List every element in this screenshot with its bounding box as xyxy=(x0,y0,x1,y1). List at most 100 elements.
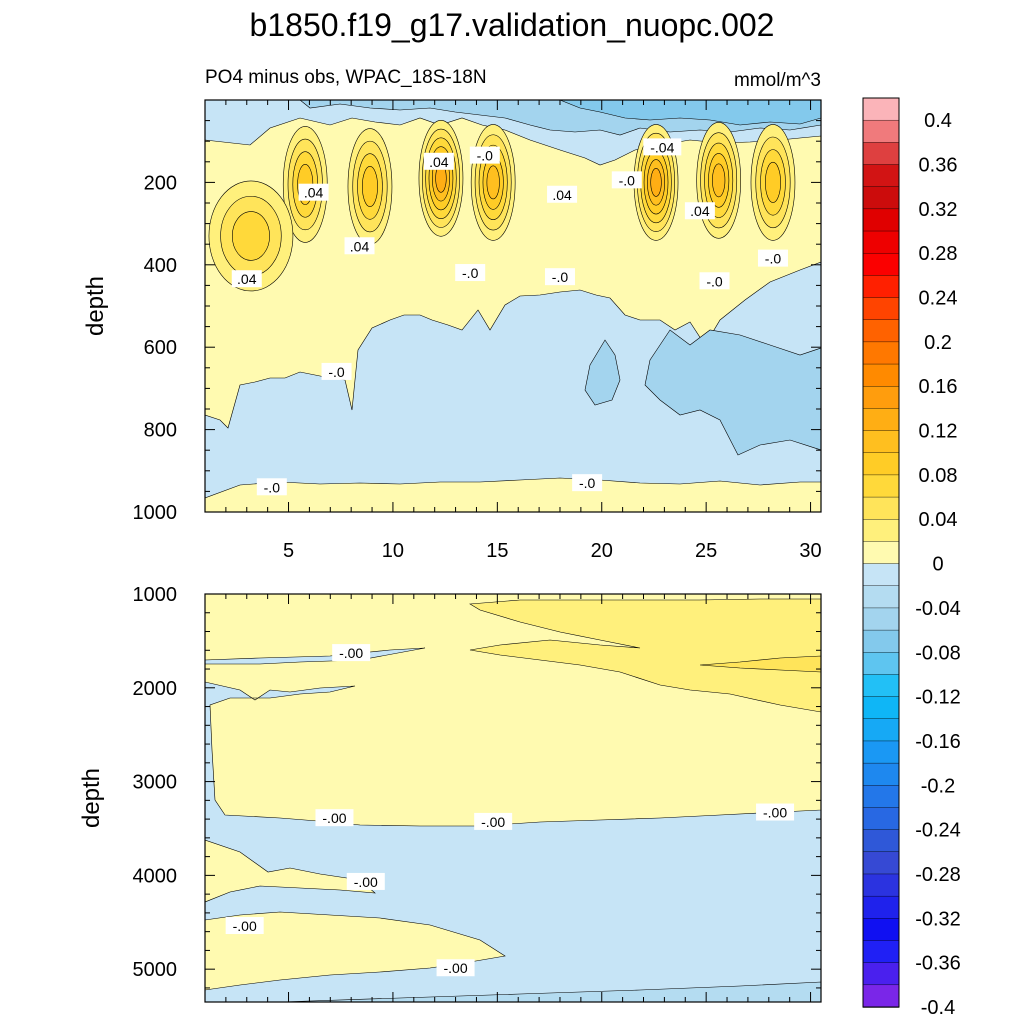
upper-contour-label: -.0 xyxy=(328,364,345,380)
colorbar-label: -0.04 xyxy=(915,598,961,620)
upper-contour-label-box xyxy=(231,270,262,288)
lower-contour-label: -.00 xyxy=(322,810,346,826)
colorbar-swatch xyxy=(862,297,900,321)
upper-contour-label-box xyxy=(298,183,329,201)
lower-contour-label: -.00 xyxy=(354,874,378,890)
upper-contour-label-box xyxy=(321,362,352,380)
colorbar-label: -0.24 xyxy=(915,820,961,842)
colorbar-label: 0.24 xyxy=(919,288,958,310)
lower-contour-label: -.00 xyxy=(444,960,468,976)
upper-contour-label: .04 xyxy=(552,187,572,203)
contour-lobe-7-level-2 xyxy=(231,211,270,261)
lower-contour-label-box xyxy=(225,917,264,935)
upper-contour-label: .04 xyxy=(350,238,370,254)
colorbar-swatch xyxy=(862,674,900,698)
lower-contour-label-box xyxy=(436,959,475,977)
upper-deep-negative-patch xyxy=(584,339,621,406)
lower-contour-label: -.00 xyxy=(763,805,787,821)
lower-contour-label: -.00 xyxy=(233,918,257,934)
colorbar-swatch xyxy=(862,652,900,676)
colorbar-swatch xyxy=(862,519,900,543)
colorbar-swatch xyxy=(862,696,900,720)
upper-contour-label-box xyxy=(611,171,642,189)
upper-positive-band-deep xyxy=(205,477,821,512)
colorbar-swatch xyxy=(862,718,900,742)
colorbar-label: 0.36 xyxy=(919,155,958,177)
lower-plot-frame xyxy=(204,593,822,1003)
colorbar-label: 0.12 xyxy=(919,421,958,443)
colorbar-swatch xyxy=(862,341,900,365)
colorbar-label: -0.32 xyxy=(915,908,961,930)
upper-contour-label: -.0 xyxy=(619,172,636,188)
upper-contour-label: -.0 xyxy=(477,148,494,164)
colorbar-label: 0.16 xyxy=(919,376,958,398)
colorbar-swatch xyxy=(862,164,900,188)
contour-lobe-5-level-4 xyxy=(712,163,726,198)
colorbar-swatch xyxy=(862,119,900,144)
lower-panel: 1000 2000 3000 4000 5000 -.00 -.00 -.00 -.00 -.0… xyxy=(78,584,822,1003)
colorbar-frame xyxy=(862,97,900,1008)
upper-y-tick-label: 400 xyxy=(144,255,177,277)
upper-negative-core xyxy=(559,100,821,126)
colorbar-swatch xyxy=(862,430,900,454)
upper-contour-label: -.04 xyxy=(650,139,674,155)
colorbar-swatch xyxy=(862,585,900,609)
upper-contour-label: -.0 xyxy=(579,475,596,491)
lower-contour-label: -.00 xyxy=(481,814,505,830)
upper-contour-label-box xyxy=(547,185,578,203)
upper-y-tick-label: 600 xyxy=(144,337,177,359)
upper-contour-label-box xyxy=(572,474,603,492)
colorbar-label: -0.36 xyxy=(915,953,961,975)
upper-contour-label: -.0 xyxy=(765,251,782,267)
colorbar-swatch xyxy=(862,452,900,476)
colorbar-label: -0.08 xyxy=(915,642,961,664)
upper-contour-label: -.0 xyxy=(264,479,281,495)
upper-x-tick-label: 10 xyxy=(382,540,404,562)
colorbar-swatch xyxy=(862,142,900,166)
upper-contour-label-box xyxy=(256,478,287,496)
upper-y-tick-label: 200 xyxy=(144,172,177,194)
colorbar-swatch xyxy=(862,873,900,897)
upper-contour-label: .04 xyxy=(304,185,324,201)
contour-lobe-1-level-3 xyxy=(362,166,378,207)
upper-contour-label-box xyxy=(699,272,730,290)
contour-lobe-6-level-3 xyxy=(765,161,781,203)
lower-positive-band-deep-2 xyxy=(205,911,506,991)
colorbar-label: 0.28 xyxy=(919,243,958,265)
colorbar-swatch xyxy=(862,208,900,232)
colorbar: 0.4 0.36 0.32 0.28 0.24 0.2 0.16 0.12 0.08 0.04 0 -… xyxy=(862,97,961,1019)
lower-contour-label-box xyxy=(346,872,385,890)
colorbar-swatch xyxy=(862,386,900,410)
colorbar-swatch xyxy=(862,785,900,809)
colorbar-swatch xyxy=(862,962,900,986)
upper-contour-label-box xyxy=(757,249,788,267)
colorbar-label: -0.16 xyxy=(915,731,961,753)
colorbar-label: -0.2 xyxy=(921,775,955,797)
colorbar-label: -0.12 xyxy=(915,687,961,709)
colorbar-label: 0.04 xyxy=(919,509,958,531)
upper-contour-label-box xyxy=(423,152,454,170)
colorbar-label: 0 xyxy=(932,554,943,576)
lower-y-tick-label: 4000 xyxy=(133,865,178,887)
colorbar-swatch xyxy=(862,807,900,831)
colorbar-label: 0.4 xyxy=(924,110,952,132)
upper-contour-label: -.0 xyxy=(552,269,569,285)
colorbar-swatch xyxy=(862,563,900,587)
upper-left-title: PO4 minus obs, WPAC_18S-18N xyxy=(205,67,487,88)
colorbar-swatch xyxy=(862,940,900,964)
upper-deep-negative-patch-2 xyxy=(644,329,821,456)
upper-contour-label-box xyxy=(643,138,682,156)
colorbar-swatch xyxy=(862,762,900,786)
upper-contour-label: .04 xyxy=(237,271,257,287)
colorbar-label: 0.32 xyxy=(919,199,958,221)
colorbar-swatch xyxy=(862,97,900,121)
upper-x-tick-label: 25 xyxy=(695,540,717,562)
colorbar-swatch xyxy=(862,895,900,920)
colorbar-swatch xyxy=(862,186,900,210)
contour-lobe-4-level-5 xyxy=(650,168,662,197)
colorbar-swatch xyxy=(862,829,900,853)
chart-title: b1850.f19_g17.validation_nuopc.002 xyxy=(250,7,775,43)
colorbar-swatch xyxy=(862,230,900,254)
upper-contour-label: -.0 xyxy=(462,265,479,281)
